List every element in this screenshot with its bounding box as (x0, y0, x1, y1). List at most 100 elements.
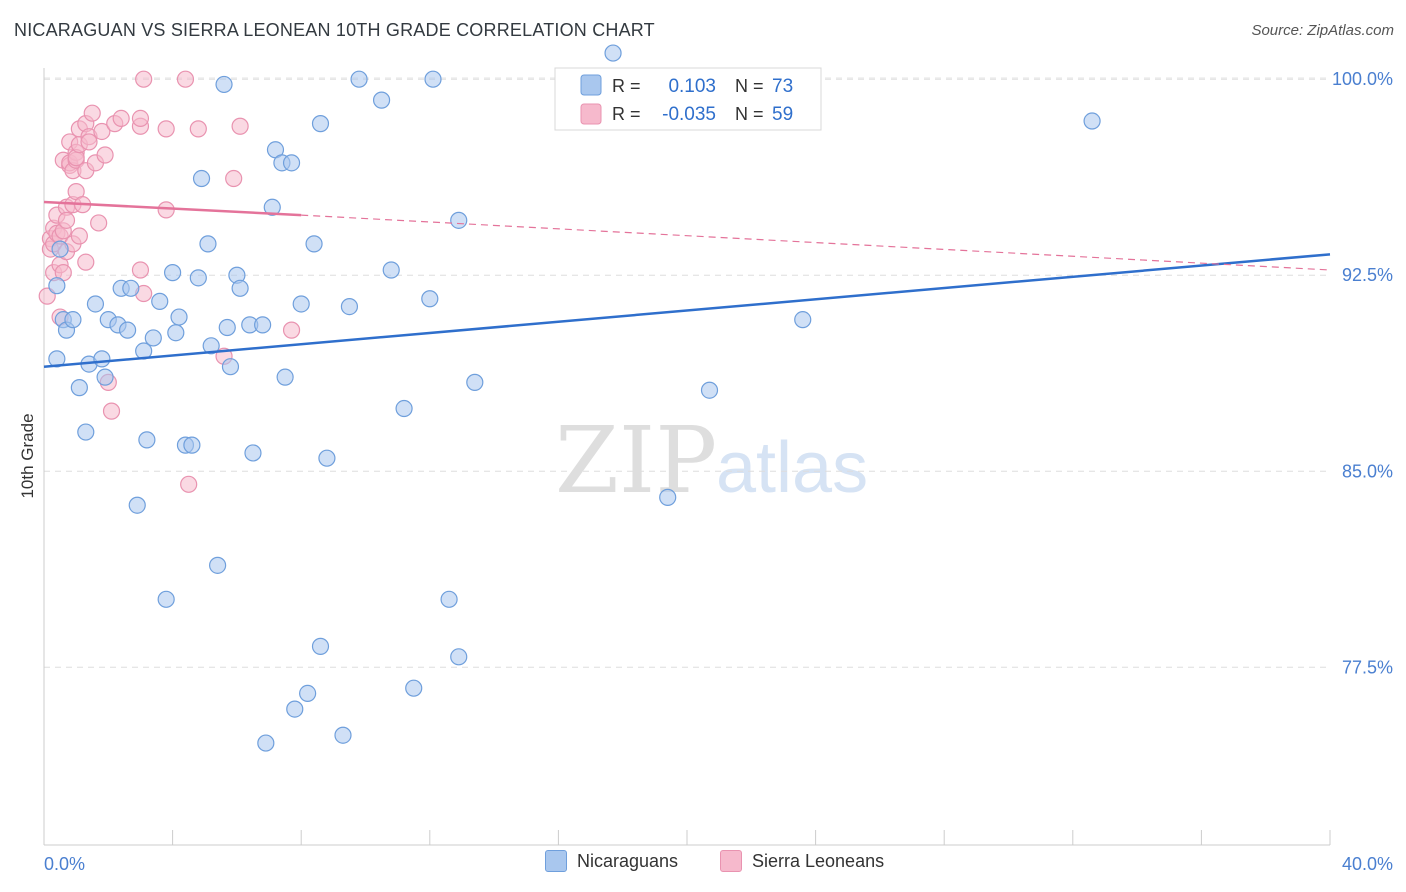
data-point (340, 297, 359, 316)
data-point (421, 290, 439, 308)
data-point (77, 423, 95, 441)
data-point (254, 316, 272, 334)
data-point (299, 684, 317, 703)
chart-title: NICARAGUAN VS SIERRA LEONEAN 10TH GRADE … (14, 20, 655, 40)
data-point (80, 133, 98, 151)
y-tick-label: 92.5% (1342, 265, 1393, 285)
legend-swatch-pink (580, 103, 602, 125)
legend-label-sierra-leoneans: Sierra Leoneans (752, 850, 885, 871)
legend-item-nicaraguans: Nicaraguans (545, 850, 678, 872)
data-point (51, 240, 69, 258)
data-point (466, 373, 484, 391)
data-point (231, 279, 249, 297)
data-point (96, 146, 114, 164)
data-point (83, 104, 101, 122)
data-point (151, 292, 169, 310)
data-point (318, 449, 336, 467)
data-point (659, 488, 677, 506)
legend-r-label-1: R = (612, 76, 641, 96)
legend-r-value-2: -0.035 (662, 104, 716, 125)
data-point (48, 350, 66, 368)
data-point (225, 169, 243, 188)
nicaraguan-points (48, 44, 1101, 752)
data-point (1083, 112, 1101, 130)
y-tick-label: 85.0% (1342, 461, 1393, 481)
data-point (372, 91, 391, 109)
series-legend: Nicaraguans Sierra Leoneans (0, 850, 1406, 880)
data-point (292, 295, 310, 313)
data-point (167, 324, 185, 342)
data-point (138, 431, 156, 449)
data-point (102, 402, 121, 420)
data-point (440, 590, 458, 608)
data-point (794, 311, 812, 329)
trend-line-nicaraguans (43, 253, 1331, 368)
x-tick-label-max: 40.0% (1342, 854, 1393, 874)
data-point (286, 700, 304, 718)
data-point (395, 399, 413, 418)
sierra-leonean-points (38, 70, 301, 493)
data-point (77, 253, 95, 271)
data-point (215, 75, 233, 94)
data-point (450, 648, 468, 666)
data-point (70, 379, 88, 397)
data-point (305, 235, 323, 253)
legend-swatch-blue (580, 74, 602, 96)
data-point (176, 70, 195, 88)
data-point (192, 169, 211, 188)
data-point (180, 475, 198, 493)
source-label: Source: ZipAtlas.com (1251, 22, 1394, 39)
data-point (257, 734, 275, 752)
data-point (64, 311, 82, 329)
gridlines (44, 77, 1330, 668)
data-point (311, 637, 330, 655)
data-point (157, 201, 175, 219)
data-point (604, 44, 622, 62)
data-point (57, 211, 76, 229)
y-tick-labels: 100.0% 92.5% 85.0% 77.5% (1332, 69, 1393, 677)
data-point (450, 211, 468, 229)
data-point (118, 321, 137, 339)
data-point (231, 117, 249, 135)
data-point (183, 436, 201, 454)
data-point (382, 261, 400, 279)
data-point (135, 70, 153, 88)
data-point (48, 277, 66, 295)
watermark-atlas: atlas (716, 428, 868, 508)
trend-line-sierra-leoneans-extended (301, 214, 1331, 271)
watermark-zip: ZIP (555, 407, 717, 514)
data-point (199, 235, 217, 253)
data-point (144, 329, 162, 347)
data-point (189, 269, 207, 287)
data-point (209, 556, 227, 574)
data-point (282, 154, 301, 172)
data-point (244, 444, 262, 462)
legend-r-value-1: 0.103 (668, 76, 716, 97)
data-point (189, 120, 207, 138)
trend-line-sierra-leoneans (43, 200, 302, 217)
x-ticks (43, 830, 1331, 845)
data-point (700, 381, 719, 399)
data-point (93, 122, 111, 141)
y-axis-title: 10th Grade (18, 413, 37, 498)
legend-r-label-2: R = (612, 104, 641, 124)
data-point (218, 318, 236, 337)
legend-n-label-1: N = (735, 76, 764, 96)
data-point (86, 295, 105, 313)
x-tick-label-min: 0.0% (44, 854, 85, 874)
trend-lines (43, 200, 1331, 368)
data-point (202, 337, 220, 355)
legend-swatch-sierra-leoneans (720, 850, 742, 872)
data-point (131, 109, 150, 128)
data-point (70, 227, 88, 245)
data-point (221, 358, 240, 376)
legend-label-nicaraguans: Nicaraguans (577, 850, 679, 871)
data-point (157, 590, 175, 608)
data-point (276, 368, 294, 386)
data-point (334, 726, 352, 744)
data-point (170, 308, 188, 326)
data-point (128, 496, 146, 514)
data-point (122, 279, 140, 297)
legend-n-value-1: 73 (772, 76, 793, 97)
